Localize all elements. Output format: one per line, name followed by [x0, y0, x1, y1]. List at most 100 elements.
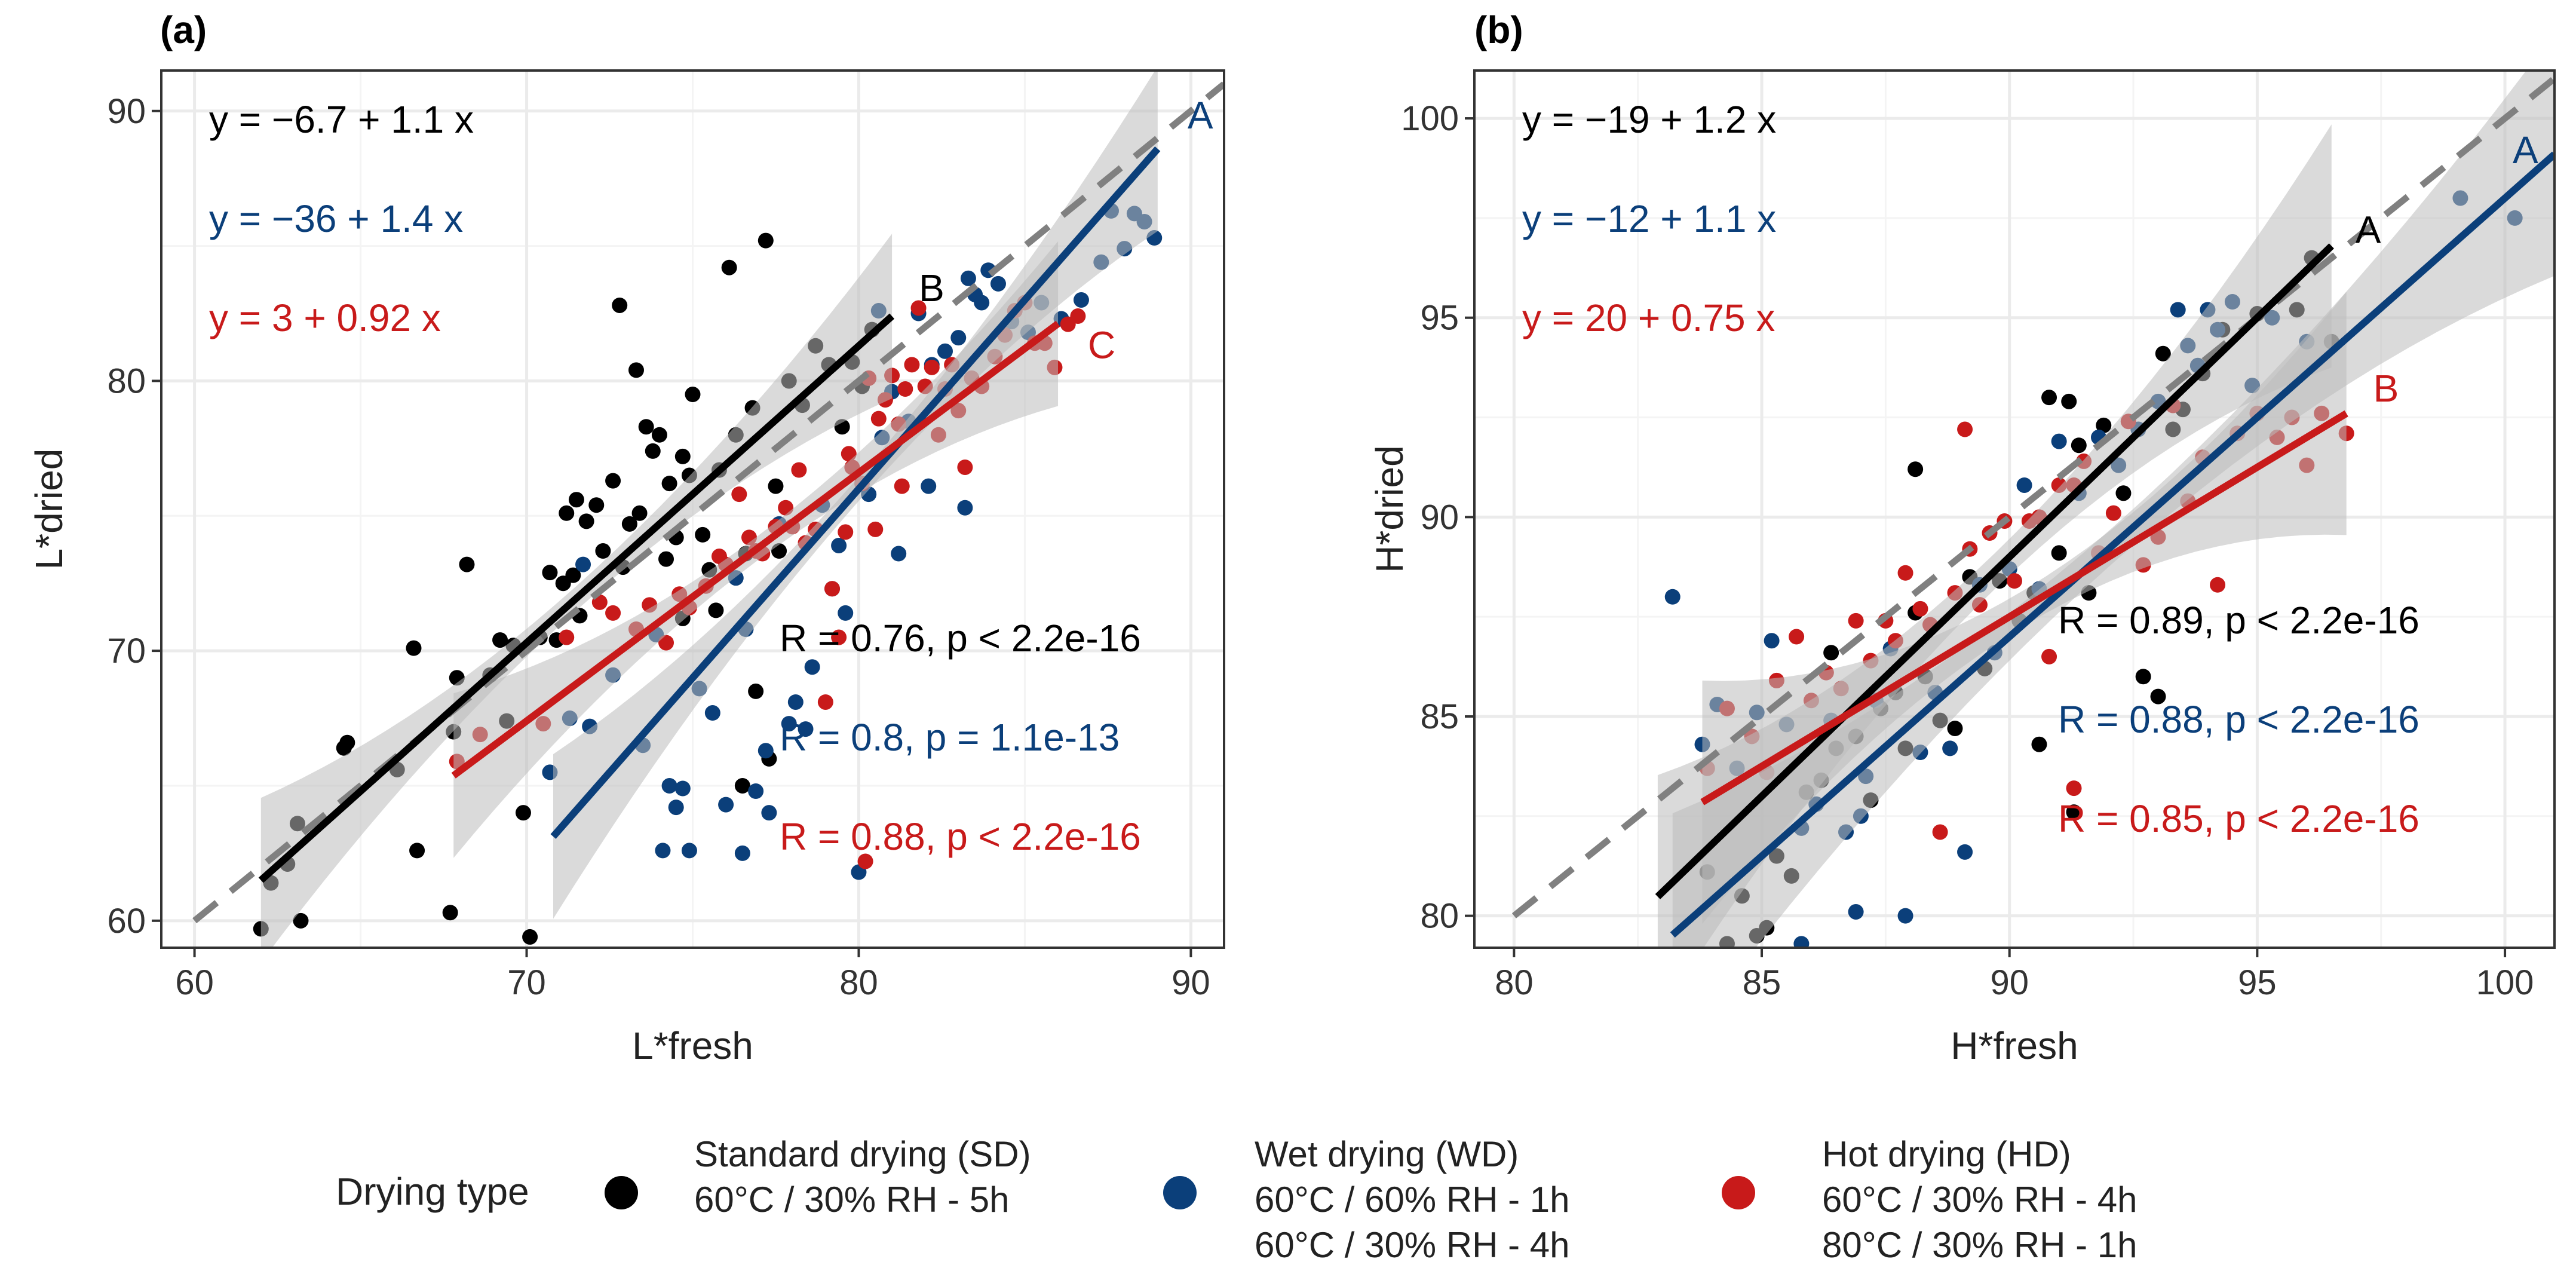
x-tick-label: 80: [839, 963, 878, 1002]
data-point-WD: [2051, 433, 2067, 449]
data-point-SD: [2051, 545, 2067, 561]
data-point-SD: [2041, 390, 2057, 406]
data-point-WD: [758, 743, 774, 759]
data-point-WD: [957, 500, 973, 516]
regression-equation-HD: y = 3 + 0.92 x: [209, 296, 441, 339]
data-point-SD: [2155, 345, 2171, 362]
data-point-HD: [2007, 573, 2022, 589]
panel-border: [1473, 69, 2556, 949]
data-point-HD: [1848, 612, 1864, 629]
data-point-SD: [612, 297, 628, 313]
data-point-WD: [718, 797, 734, 813]
data-point-HD: [841, 446, 857, 462]
data-point-SD: [2115, 485, 2132, 501]
data-point-SD: [578, 513, 594, 529]
chart-panel-0: (a) B A C 60 70 80 90 60 70 80 90 L*fresh L*dried y = …: [27, 8, 1225, 1067]
data-point-SD: [734, 777, 750, 794]
plot-area: [192, 71, 1224, 948]
regression-equation-WD: y = −12 + 1.1 x: [1522, 197, 1776, 240]
data-point-WD: [798, 721, 814, 737]
data-point-SD: [768, 478, 784, 494]
data-point-HD: [857, 853, 873, 869]
data-point-SD: [565, 567, 581, 583]
legend-line2-SD: 60°C / 30% RH - 5h: [694, 1180, 1010, 1220]
regression-equation-SD: y = −19 + 1.2 x: [1522, 98, 1776, 141]
data-point-WD: [575, 556, 591, 572]
data-point-WD: [838, 605, 854, 621]
data-point-WD: [748, 783, 764, 800]
data-point-HD: [867, 521, 884, 537]
panel-tag: (b): [1474, 8, 1523, 51]
data-point-SD: [645, 443, 661, 459]
data-point-HD: [559, 629, 575, 645]
data-point-SD: [1908, 461, 1924, 477]
y-tick-label: 100: [1401, 99, 1459, 138]
data-point-HD: [838, 524, 854, 540]
data-point-WD: [974, 295, 990, 311]
y-tick-label: 85: [1420, 697, 1459, 736]
data-point-HD: [2210, 577, 2226, 593]
data-point-WD: [1764, 633, 1780, 649]
data-point-SD: [293, 912, 309, 929]
data-point-SD: [515, 805, 531, 821]
data-point-SD: [339, 734, 355, 751]
data-point-HD: [897, 381, 913, 397]
legend-key-SD: [605, 1176, 638, 1209]
x-tick-label: 90: [1172, 963, 1210, 1002]
data-point-WD: [1793, 936, 1810, 948]
fit-line-label-SD: A: [2356, 209, 2381, 252]
fit-line-WD: [550, 146, 1161, 839]
data-point-SD: [674, 448, 691, 464]
fit-line-SD: [1655, 243, 2334, 899]
correlation-stat-HD: R = 0.85, p < 2.2e-16: [2058, 797, 2419, 840]
data-point-SD: [695, 526, 711, 543]
identity-line: [192, 81, 1224, 924]
data-point-WD: [1942, 740, 1958, 756]
data-point-SD: [406, 640, 422, 656]
data-point-SD: [661, 476, 677, 492]
data-point-SD: [588, 497, 605, 513]
data-point-HD: [731, 486, 747, 503]
data-point-HD: [894, 478, 910, 494]
legend-line2-WD: 60°C / 60% RH - 1h: [1255, 1180, 1570, 1220]
data-point-HD: [2041, 648, 2057, 664]
data-point-SD: [651, 427, 667, 443]
confidence-band-SD: [260, 234, 893, 948]
legend-key-HD: [1722, 1176, 1755, 1209]
data-point-SD: [631, 505, 648, 521]
data-point-WD: [1957, 844, 1973, 860]
data-point-SD: [2061, 393, 2077, 409]
x-tick-label: 90: [1990, 963, 2029, 1002]
data-point-WD: [891, 546, 907, 562]
confidence-band-WD: [1672, 71, 2554, 948]
data-point-WD: [937, 343, 953, 359]
data-point-SD: [595, 543, 611, 559]
y-axis-title: H*dried: [1368, 445, 1411, 572]
fit-line-SD: [258, 313, 895, 883]
data-point-HD: [2066, 780, 2082, 797]
data-point-SD: [708, 602, 724, 618]
grid-lines: [161, 71, 1224, 948]
data-point-SD: [492, 632, 508, 648]
data-point-SD: [559, 505, 575, 521]
data-point-SD: [2066, 804, 2082, 820]
correlation-stat-HD: R = 0.88, p < 2.2e-16: [780, 815, 1141, 858]
regression-equation-WD: y = −36 + 1.4 x: [209, 197, 463, 240]
legend-line1-SD: Standard drying (SD): [694, 1134, 1031, 1174]
fit-line-label-HD: C: [1088, 324, 1115, 367]
data-point-HD: [1789, 629, 1805, 645]
data-point-HD: [1912, 601, 1928, 617]
regression-equation-SD: y = −6.7 + 1.1 x: [209, 98, 474, 141]
y-axis-title: L*dried: [27, 449, 70, 570]
x-tick-label: 70: [507, 963, 546, 1002]
data-point-HD: [904, 357, 920, 373]
panel-tag: (a): [160, 8, 207, 51]
data-point-WD: [668, 800, 684, 816]
correlation-stat-WD: R = 0.8, p = 1.1e-13: [780, 716, 1120, 759]
data-point-SD: [685, 387, 701, 403]
regression-equation-HD: y = 20 + 0.75 x: [1522, 296, 1775, 339]
data-point-HD: [957, 459, 973, 475]
data-point-SD: [758, 232, 774, 249]
data-point-SD: [1823, 645, 1839, 661]
